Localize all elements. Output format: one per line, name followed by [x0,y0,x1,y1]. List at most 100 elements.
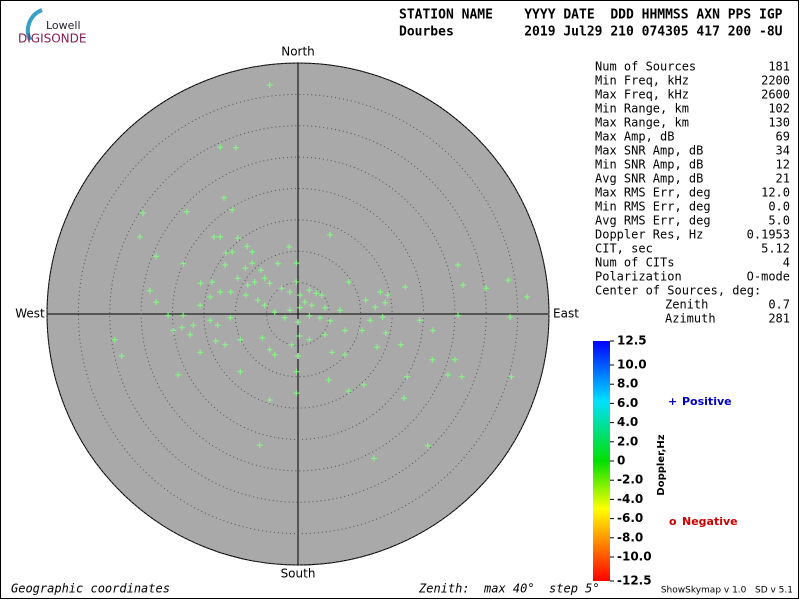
stat-label: Num of CITs [595,256,674,270]
source-point [249,260,256,267]
source-point [404,373,411,380]
stat-label: Max SNR Amp, dB [595,144,703,158]
source-point [229,248,236,255]
colorbar [593,341,610,581]
source-point [146,287,153,294]
direction: South [281,567,316,581]
stat-value: 5.12 [761,242,790,256]
source-point [327,231,334,238]
stat-value: 0.1953 [747,228,790,242]
source-point [227,289,234,296]
stat-value: 21 [776,172,790,186]
source-point [266,280,273,287]
colorbar-tick-label: 8.0 [617,377,638,391]
stat-label: Center of Sources, deg: [595,284,761,298]
source-point [217,144,224,151]
stat-value: 281 [768,312,790,326]
source-point [234,235,241,242]
source-point [237,368,244,375]
source-point [337,307,344,314]
stat-value: 5.0 [768,214,790,228]
source-point [271,309,278,316]
source-point [271,351,278,358]
direction: East [553,307,579,321]
stat-label: Min Freq, kHz [595,74,689,88]
header-line: Dourbes 2019 Jul29 210 074305 417 200 -8… [399,25,783,40]
colorbar-tick-label: 2.0 [617,434,638,448]
source-point [313,290,320,297]
source-point [397,341,404,348]
stat-value: 69 [776,130,790,144]
source-point [293,390,300,397]
source-point [360,381,367,388]
colorbar-tick-label: -6.0 [617,511,643,525]
source-point [359,327,366,334]
source-point [217,289,224,296]
source-point [266,81,273,88]
source-point [342,351,349,358]
source-point [180,260,187,267]
source-point [293,260,300,267]
source-point [318,292,325,299]
source-point [321,304,328,311]
source-point [207,317,214,324]
source-point [197,302,204,309]
colorbar-tick-label: 12.5 [617,334,647,348]
colorbar-tick-label: 10.0 [617,358,647,372]
stat-label: Max Range, km [595,116,689,130]
source-point [183,208,190,215]
source-point [416,317,423,324]
stat-value: 0.0 [768,200,790,214]
source-point [367,317,374,324]
source-point [328,349,335,356]
footer-right: ShowSkymap v 1.0 SD v 5.1 [661,586,793,596]
source-point [507,314,514,321]
source-point [153,299,160,306]
source-point [257,267,264,274]
source-point [370,455,377,462]
colorbar-tick-label: -2.0 [617,473,643,487]
source-point [222,341,229,348]
source-point [286,243,293,250]
stat-value: 12 [776,158,790,172]
source-point [362,297,369,304]
stat-label: Min RMS Err, deg [595,200,711,214]
zenith-ring [266,282,330,346]
source-point [251,278,258,285]
colorbar-tick-label: -4.0 [617,492,643,506]
footer-left: Geographic coordinates [11,582,170,596]
direction: West [15,307,45,321]
source-point [153,253,160,260]
legend-label: Negative [682,515,738,528]
source-point [325,376,332,383]
source-point [180,312,187,319]
source-point [222,250,229,257]
source-point [374,344,381,351]
source-point [209,278,216,285]
source-point [342,327,349,334]
source-point [242,265,249,272]
stat-value: 34 [776,144,790,158]
colorbar-tick-label: -8.0 [617,530,643,544]
stat-label: Min Range, km [595,102,689,116]
source-point [234,275,241,282]
source-point [306,287,313,294]
logo-bottom: DIGISONDE [18,32,86,46]
source-point [256,442,263,449]
stat-label: Num of Sources [595,60,696,74]
logo-top: Lowell [46,19,81,32]
stat-label: Zenith [665,298,708,312]
stat-label: Avg SNR Amp, dB [595,172,703,186]
source-point [301,299,308,306]
source-point [306,312,313,319]
source-point [197,349,204,356]
source-point [242,292,249,299]
stat-value: 2600 [761,88,790,102]
source-point [197,280,204,287]
legend-symbol: + [668,395,677,408]
zenith-ring [140,156,456,472]
colorbar-title: Doppler,Hz [656,434,667,495]
source-point [316,314,323,321]
